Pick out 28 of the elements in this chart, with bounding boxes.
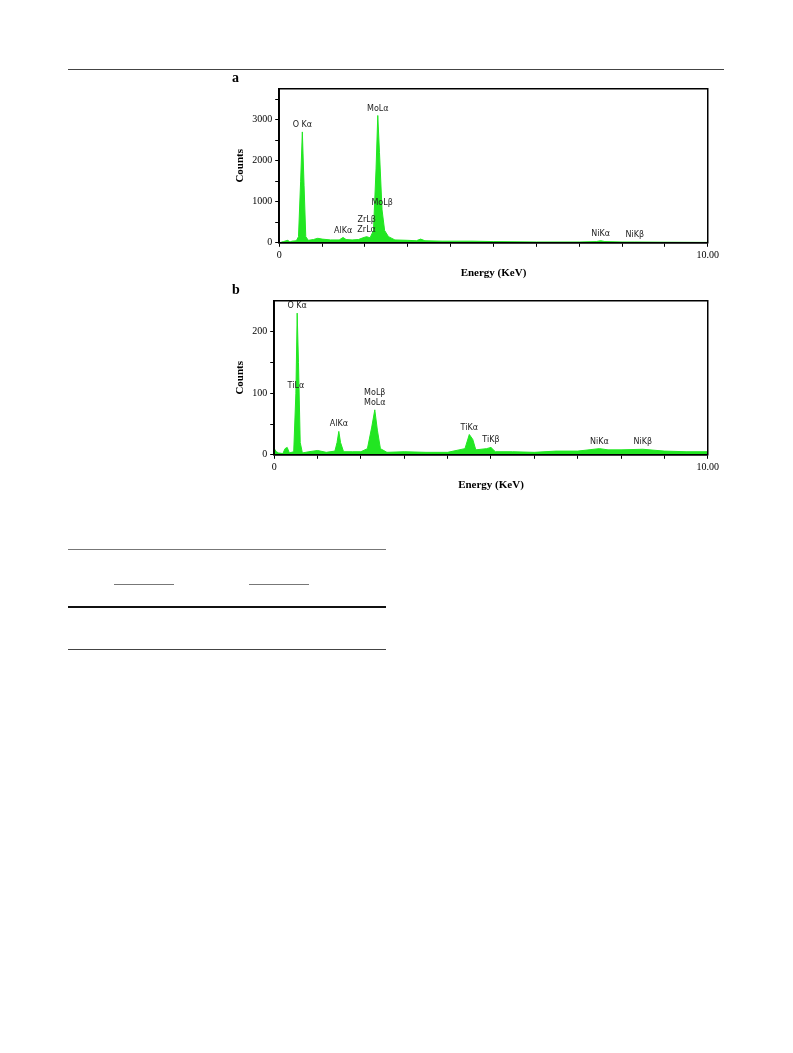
chart-title: a [232,70,239,86]
x-tick-label: 10.00 [696,461,719,473]
annotation: O Kα [292,120,313,129]
chart-title: b [232,282,240,298]
x-axis-title: Energy (KeV) [460,266,527,280]
annotation: MoLα [367,103,389,113]
y-axis-title: Counts [233,148,246,183]
y-tick-label: 200 [252,325,268,337]
y-tick-label: 0 [267,236,273,248]
annotation: NiKβ [625,230,645,240]
annotation: MoLα [364,397,386,407]
annotation: NiKβ [633,437,652,447]
x-tick-label: 10.00 [696,249,719,261]
y-tick-label: 100 [252,386,268,398]
annotation: TiKα [459,422,478,432]
x-axis-title: Energy (KeV) [458,478,525,492]
annotation: AlKα [329,419,348,429]
y-tick-label: 3000 [252,113,273,125]
annotation: TiKβ [481,435,500,445]
annotation: AlKα [333,225,353,235]
y-tick-label: 1000 [252,195,273,207]
annotation: MoLβ [364,387,386,397]
y-tick-label: 0 [262,448,268,460]
annotation: NiKα [591,228,610,238]
y-tick-label: 2000 [252,154,273,166]
annotation: O Kα [287,301,307,311]
y-axis-title: Counts [233,360,246,395]
annotation: NiKα [590,436,609,446]
